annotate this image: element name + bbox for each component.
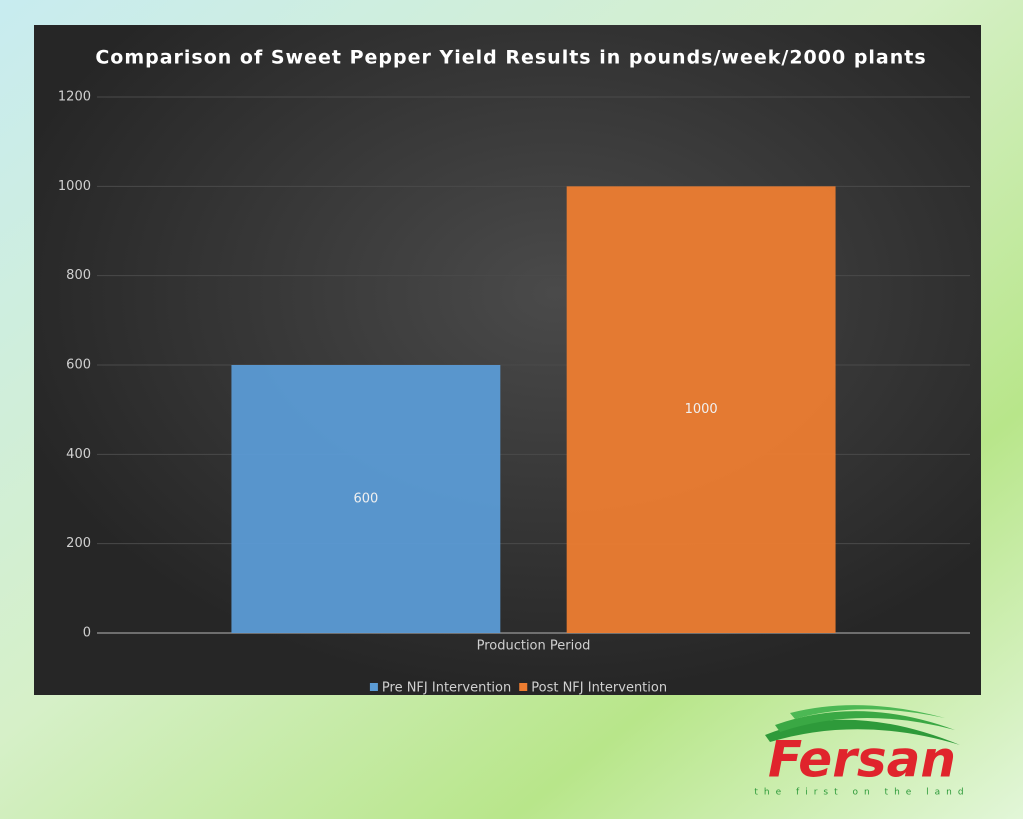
y-tick-label: 800 xyxy=(66,268,91,283)
chart-title: Comparison of Sweet Pepper Yield Results… xyxy=(95,47,926,69)
logo-name: Fersan xyxy=(768,731,956,789)
y-tick-label: 400 xyxy=(66,447,91,462)
bar xyxy=(231,365,501,633)
y-tick-label: 1200 xyxy=(58,90,91,105)
logo-swoosh xyxy=(790,705,945,719)
bar xyxy=(566,186,836,634)
y-tick-label: 600 xyxy=(66,358,91,373)
logo-swoosh xyxy=(775,711,955,732)
y-tick-label: 200 xyxy=(66,536,91,551)
logo-tagline: the first on the land xyxy=(754,788,969,798)
legend-swatch xyxy=(519,683,528,691)
data-label: 1000 xyxy=(685,402,718,417)
y-tick-label: 0 xyxy=(83,626,91,641)
legend-swatch xyxy=(369,683,378,691)
chart-area xyxy=(34,25,981,695)
logo: Fersan the first on the land xyxy=(754,705,969,798)
y-tick-label: 1000 xyxy=(58,179,91,194)
x-tick-label: Production Period xyxy=(477,639,591,654)
legend-label: Pre NFJ Intervention xyxy=(382,681,511,696)
data-label: 600 xyxy=(353,492,378,507)
logo-swoosh xyxy=(765,719,960,745)
legend-label: Post NFJ Intervention xyxy=(531,681,667,696)
